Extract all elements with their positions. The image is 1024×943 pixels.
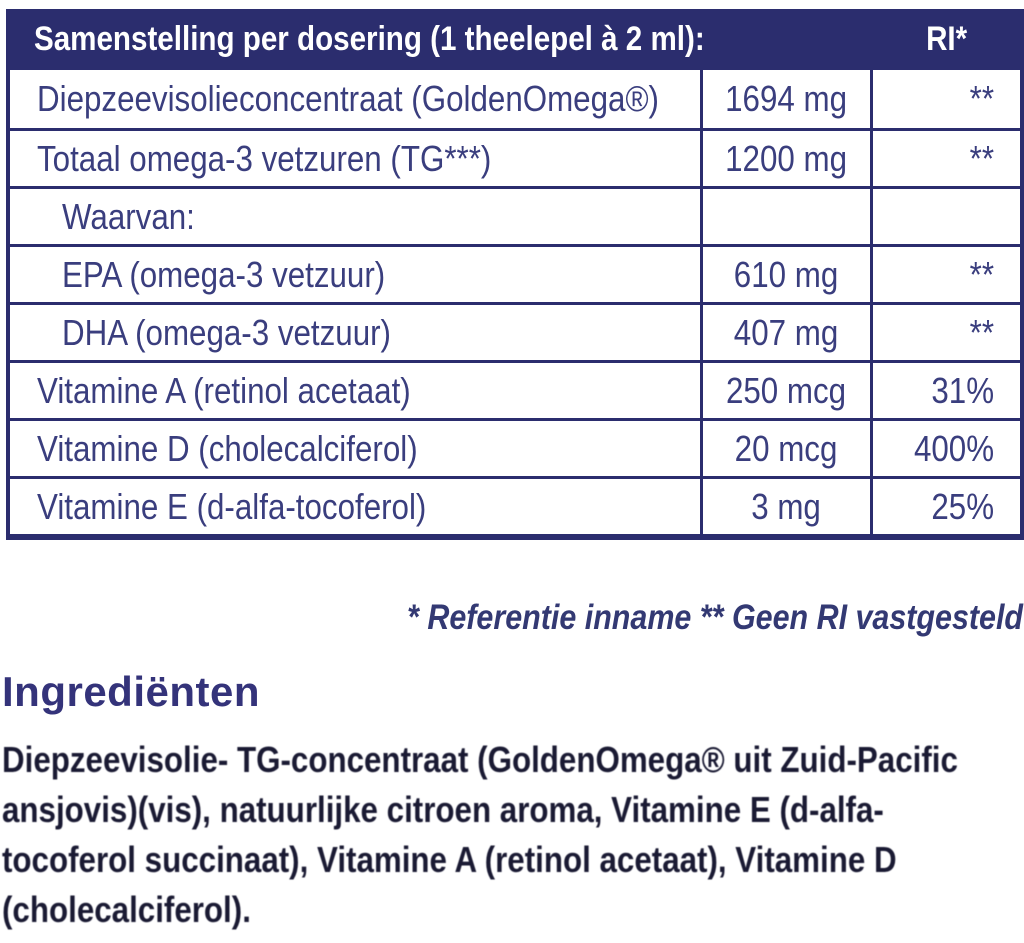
nutrient-name: Waarvan: bbox=[62, 195, 195, 237]
nutrient-ri: 400% bbox=[913, 427, 994, 469]
table-row: Waarvan: bbox=[10, 186, 1020, 244]
nutrient-ri: 31% bbox=[931, 369, 994, 411]
nutrient-name: EPA (omega-3 vetzuur) bbox=[62, 253, 386, 295]
ingredients-line: ansjovis)(vis), natuurlijke citroen arom… bbox=[2, 789, 884, 830]
table-header-row: Samenstelling per dosering (1 theelepel … bbox=[10, 9, 1020, 70]
table-title-text: Samenstelling per dosering (1 theelepel … bbox=[34, 20, 705, 58]
nutrient-ri: ** bbox=[969, 253, 994, 295]
ingredients-line: (cholecalciferol). bbox=[2, 889, 251, 930]
nutrient-amount: 1694 mg bbox=[725, 78, 848, 119]
ingredients-heading: Ingrediënten bbox=[2, 668, 261, 715]
nutrient-amount: 610 mg bbox=[734, 253, 839, 295]
nutrient-name: DHA (omega-3 vetzuur) bbox=[62, 311, 391, 353]
nutrient-amount: 250 mcg bbox=[726, 369, 847, 411]
nutrient-amount: 20 mcg bbox=[735, 427, 838, 469]
nutrient-name: Vitamine A (retinol acetaat) bbox=[37, 369, 411, 411]
table-body: Diepzeevisolieconcentraat (GoldenOmega®)… bbox=[10, 70, 1020, 534]
ingredients-line: tocoferol succinaat), Vitamine A (retino… bbox=[2, 839, 897, 880]
nutrient-amount: 1200 mg bbox=[725, 137, 848, 179]
ri-column-header: RI* bbox=[873, 20, 1020, 59]
table-title: Samenstelling per dosering (1 theelepel … bbox=[10, 20, 873, 59]
nutrient-name: Diepzeevisolieconcentraat (GoldenOmega®) bbox=[37, 78, 659, 119]
nutrient-ri: ** bbox=[969, 78, 994, 119]
footnote-text: * Referentie inname ** Geen RI vastgeste… bbox=[406, 598, 1023, 637]
nutrient-ri: ** bbox=[969, 311, 994, 353]
table-row: Totaal omega-3 vetzuren (TG***) 1200 mg … bbox=[10, 128, 1020, 186]
ingredients-line: Diepzeevisolie- TG-concentraat (GoldenOm… bbox=[2, 739, 958, 780]
nutrient-amount: 407 mg bbox=[734, 311, 839, 353]
table-row: Diepzeevisolieconcentraat (GoldenOmega®)… bbox=[10, 70, 1020, 128]
table-row: Vitamine E (d-alfa-tocoferol) 3 mg 25% bbox=[10, 476, 1020, 534]
nutrient-amount: 3 mg bbox=[751, 485, 822, 527]
nutrient-ri: ** bbox=[969, 137, 994, 179]
ri-column-header-text: RI* bbox=[925, 20, 968, 58]
table-row: Vitamine D (cholecalciferol) 20 mcg 400% bbox=[10, 418, 1020, 476]
ingredients-paragraph: Diepzeevisolie- TG-concentraat (GoldenOm… bbox=[2, 735, 1017, 935]
table-row: DHA (omega-3 vetzuur) 407 mg ** bbox=[10, 302, 1020, 360]
table-row: Vitamine A (retinol acetaat) 250 mcg 31% bbox=[10, 360, 1020, 418]
footnote: * Referentie inname ** Geen RI vastgeste… bbox=[0, 598, 1023, 638]
nutrient-ri: 25% bbox=[931, 485, 994, 527]
nutrient-name: Vitamine D (cholecalciferol) bbox=[37, 427, 418, 469]
composition-table: Samenstelling per dosering (1 theelepel … bbox=[6, 9, 1024, 540]
table-row: EPA (omega-3 vetzuur) 610 mg ** bbox=[10, 244, 1020, 302]
nutrient-name: Totaal omega-3 vetzuren (TG***) bbox=[37, 137, 492, 179]
nutrient-name: Vitamine E (d-alfa-tocoferol) bbox=[37, 485, 427, 527]
